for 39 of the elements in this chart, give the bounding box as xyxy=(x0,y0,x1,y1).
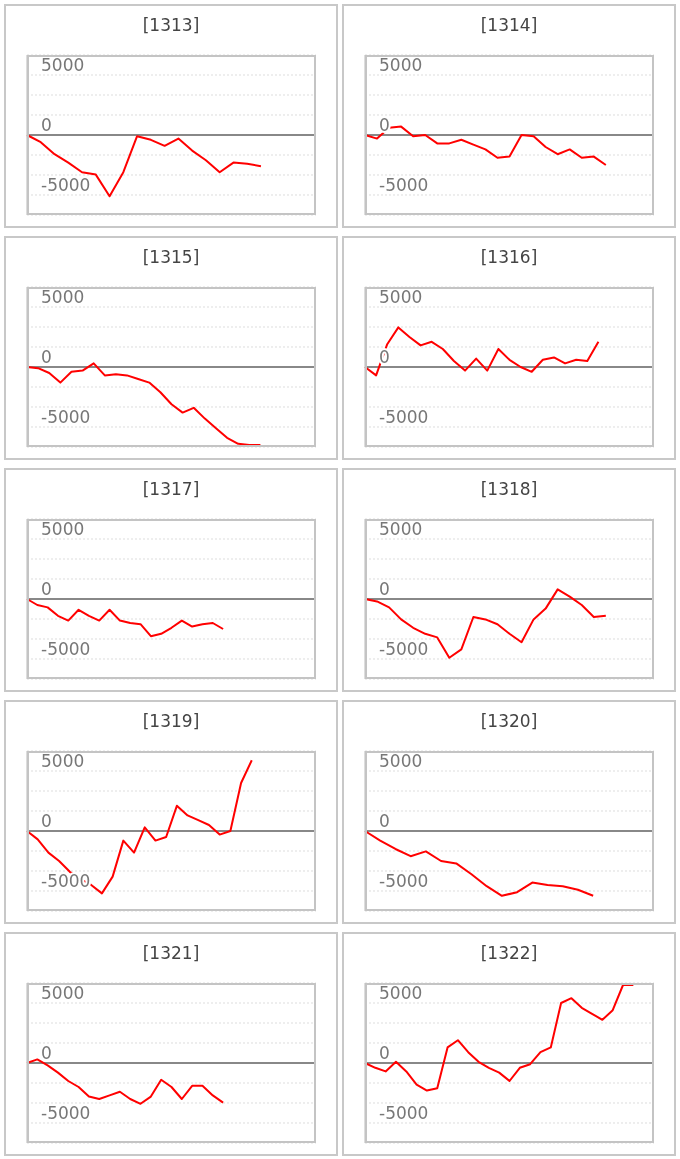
chart-title: [1318] xyxy=(479,479,539,499)
chart-title: [1321] xyxy=(141,943,201,963)
y-tick-label: 0 xyxy=(41,115,52,135)
y-tick-label: 5000 xyxy=(41,287,85,307)
y-tick-label: 0 xyxy=(41,1043,52,1063)
y-tick-label: 5000 xyxy=(379,287,423,307)
y-tick-label: -5000 xyxy=(379,871,429,891)
y-tick-label: 0 xyxy=(41,347,52,367)
y-tick-label: 5000 xyxy=(41,751,85,771)
y-tick-label: -5000 xyxy=(379,175,429,195)
y-tick-label: 0 xyxy=(41,811,52,831)
y-tick-label: 5000 xyxy=(379,55,423,75)
chart-title: [1320] xyxy=(479,711,539,731)
y-tick-label: 5000 xyxy=(379,983,423,1003)
y-tick-label: -5000 xyxy=(41,407,91,427)
y-tick-label: -5000 xyxy=(41,1103,91,1123)
y-tick-label: -5000 xyxy=(379,639,429,659)
y-tick-label: 0 xyxy=(379,1043,390,1063)
chart-title: [1316] xyxy=(479,247,539,267)
y-tick-label: 5000 xyxy=(41,983,85,1003)
y-tick-label: 0 xyxy=(379,115,390,135)
y-tick-label: 0 xyxy=(41,579,52,599)
y-tick-label: -5000 xyxy=(41,871,91,891)
y-tick-label: 5000 xyxy=(41,55,85,75)
y-tick-label: -5000 xyxy=(41,639,91,659)
y-tick-label: 0 xyxy=(379,811,390,831)
y-tick-label: -5000 xyxy=(41,175,91,195)
chart-title: [1317] xyxy=(141,479,201,499)
chart-title: [1322] xyxy=(479,943,539,963)
y-tick-label: -5000 xyxy=(379,1103,429,1123)
y-tick-label: -5000 xyxy=(379,407,429,427)
chart-title: [1314] xyxy=(479,15,539,35)
chart-title: [1319] xyxy=(141,711,201,731)
chart-title: [1313] xyxy=(141,15,201,35)
chart-title: [1315] xyxy=(141,247,201,267)
y-tick-label: 5000 xyxy=(379,751,423,771)
y-tick-label: 0 xyxy=(379,579,390,599)
y-tick-label: 5000 xyxy=(379,519,423,539)
y-tick-label: 5000 xyxy=(41,519,85,539)
